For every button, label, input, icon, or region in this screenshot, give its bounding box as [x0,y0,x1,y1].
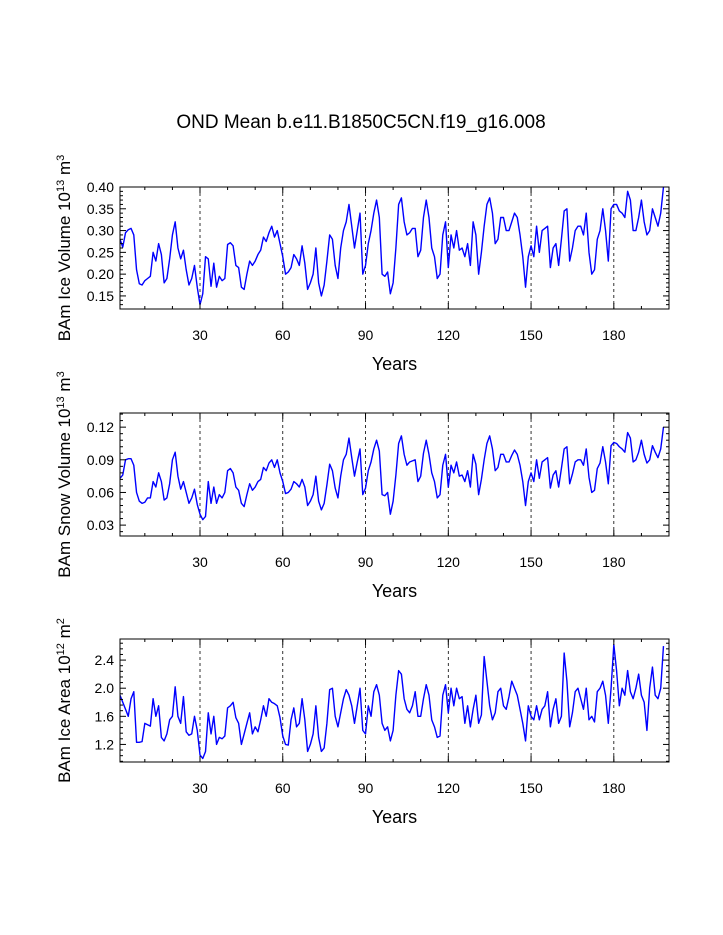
x-tick-label: 30 [192,554,208,570]
plot-frame [119,638,670,763]
x-tick-label: 60 [275,554,291,570]
x-tick-label: 90 [358,554,374,570]
x-axis-title: Years [372,581,417,601]
x-tick-label: 90 [358,327,374,343]
data-line-snow-volume [120,427,665,521]
x-tick-label: 90 [358,780,374,796]
chart-panel-ice-volume: 30 60 90 120 150 180 0.15 0.20 0.25 0.30 0.35 0.40 Y… [55,155,670,374]
y-axis-title: BAm Ice Area 1012 m2 [55,618,74,783]
x-tick-label: 30 [192,780,208,796]
x-tick-label: 120 [437,780,461,796]
x-tick-label: 180 [602,554,626,570]
y-axis-title: BAm Ice Volume 1013 m3 [55,155,74,342]
data-line-ice-area [120,643,665,760]
y-tick-label: 0.12 [87,419,114,435]
y-tick-label: 0.06 [87,484,114,500]
x-tick-label: 150 [519,327,543,343]
y-tick-label: 0.30 [87,223,114,239]
y-tick-label: 0.09 [87,452,114,468]
x-tick-label: 120 [437,554,461,570]
y-axis-title: BAm Snow Volume 1013 m3 [55,371,74,577]
y-tick-label: 0.40 [87,179,114,195]
y-tick-label: 0.20 [87,266,114,282]
y-tick-label: 0.15 [87,288,114,304]
y-tick-label: 0.03 [87,517,114,533]
x-axis-title: Years [372,807,417,827]
x-tick-label: 30 [192,327,208,343]
data-line-ice-volume [120,187,665,306]
chart-panel-ice-area: 30 60 90 120 150 180 1.2 1.6 2.0 2.4 Years BAm Ice … [55,618,670,827]
y-tick-label: 1.2 [95,736,115,752]
plot-frame [119,412,670,537]
x-tick-label: 60 [275,780,291,796]
x-tick-label: 180 [602,327,626,343]
x-axis-title: Years [372,354,417,374]
figure-title: OND Mean b.e11.B1850C5CN.f19_g16.008 [176,112,545,133]
x-tick-label: 150 [519,554,543,570]
x-tick-label: 150 [519,780,543,796]
y-tick-label: 0.35 [87,201,114,217]
x-tick-label: 180 [602,780,626,796]
y-tick-label: 2.0 [95,680,115,696]
chart-panel-snow-volume: 30 60 90 120 150 180 0.03 0.06 0.09 0.12 Years BAm … [55,371,670,601]
y-tick-label: 2.4 [95,652,115,668]
x-tick-label: 60 [275,327,291,343]
y-tick-label: 1.6 [95,708,115,724]
y-tick-label: 0.25 [87,244,114,260]
x-tick-label: 120 [437,327,461,343]
